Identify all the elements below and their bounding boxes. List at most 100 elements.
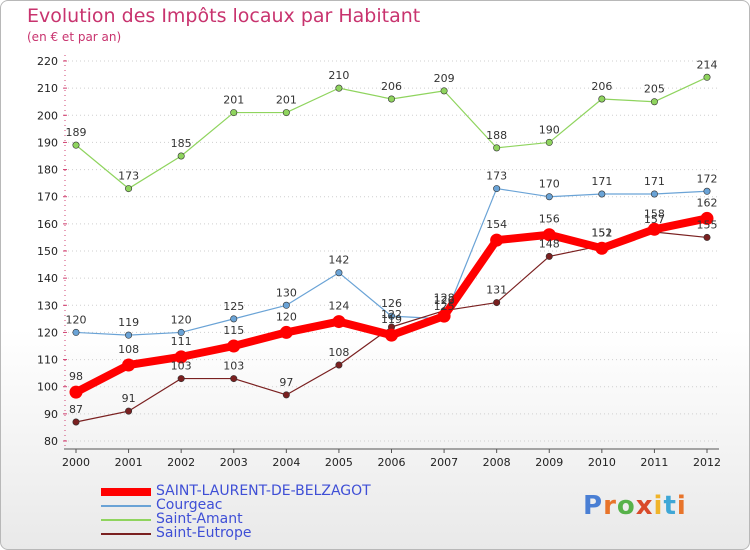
data-point <box>650 98 658 106</box>
data-label: 115 <box>223 324 244 337</box>
data-label: 190 <box>539 123 560 136</box>
data-label: 189 <box>66 126 87 139</box>
data-label: 206 <box>591 80 612 93</box>
data-point <box>703 73 711 81</box>
data-label: 108 <box>118 343 139 356</box>
data-point <box>125 185 133 193</box>
data-point <box>282 391 290 399</box>
data-point <box>125 407 133 415</box>
y-tick-label: 130 <box>37 299 58 312</box>
y-tick-label: 180 <box>37 164 58 177</box>
data-label: 120 <box>171 313 192 326</box>
x-tick-label: 2008 <box>483 456 511 469</box>
data-point <box>493 185 501 193</box>
data-label: 201 <box>223 94 244 107</box>
data-point <box>230 109 238 117</box>
data-label: 120 <box>66 313 87 326</box>
data-point <box>174 350 188 364</box>
data-point <box>650 190 658 198</box>
data-point <box>279 325 293 339</box>
data-label: 151 <box>591 226 612 239</box>
data-point <box>490 233 504 247</box>
data-point <box>335 269 343 277</box>
x-tick-label: 2011 <box>640 456 668 469</box>
series-saint-amant <box>72 73 711 193</box>
grid-lines <box>64 60 719 442</box>
y-tick-label: 210 <box>37 82 58 95</box>
data-label: 131 <box>486 284 507 297</box>
data-label: 201 <box>276 94 297 107</box>
data-point <box>440 87 448 95</box>
data-point <box>69 385 83 399</box>
y-tick-labels: 80 90 100 110 120 130 140 150 160 170 180 190 200 210… <box>37 55 58 448</box>
logo-letter: r <box>603 491 617 521</box>
x-tick-label: 2002 <box>167 456 195 469</box>
data-label: 125 <box>223 300 244 313</box>
chart-title: Evolution des Impôts locaux par Habitant <box>27 5 421 27</box>
data-point <box>177 375 185 383</box>
data-point <box>545 138 553 146</box>
data-point <box>542 228 556 242</box>
data-point <box>177 328 185 336</box>
data-point <box>282 301 290 309</box>
data-label: 111 <box>171 335 192 348</box>
x-tick-label: 2010 <box>588 456 616 469</box>
data-label: 103 <box>223 360 244 373</box>
data-label: 209 <box>434 72 455 85</box>
data-point <box>647 222 661 236</box>
data-point <box>545 193 553 201</box>
data-label: 126 <box>434 294 455 307</box>
data-point <box>72 141 80 149</box>
data-point <box>387 312 395 320</box>
x-tick-labels: 2000 2001 2002 2003 2004 2005 2006 2007 2008 2009… <box>62 456 721 469</box>
series-saint-laurent-de-belzagot <box>69 211 714 399</box>
x-tick-label: 2001 <box>115 456 143 469</box>
x-tick-label: 2000 <box>62 456 90 469</box>
series-courgeac <box>72 185 711 339</box>
data-point <box>122 358 136 372</box>
logo-letter: i <box>653 491 664 521</box>
data-point <box>598 190 606 198</box>
x-tick-label: 2009 <box>535 456 563 469</box>
y-tick-label: 140 <box>37 272 58 285</box>
data-label: 157 <box>644 213 665 226</box>
data-label: 155 <box>697 218 718 231</box>
data-label: 148 <box>539 237 560 250</box>
legend-swatch <box>101 488 151 496</box>
y-tick-label: 190 <box>37 136 58 149</box>
data-point <box>335 84 343 92</box>
data-point <box>493 299 501 307</box>
data-point <box>72 328 80 336</box>
data-label: 103 <box>171 360 192 373</box>
data-label: 120 <box>276 310 297 323</box>
series-line <box>75 76 708 190</box>
data-point <box>545 252 553 260</box>
data-label: 98 <box>69 370 83 383</box>
data-label: 128 <box>434 292 455 305</box>
data-label: 108 <box>328 346 349 359</box>
data-label: 119 <box>118 316 139 329</box>
data-label: 122 <box>381 308 402 321</box>
data-point <box>703 233 711 241</box>
legend-swatch <box>101 519 151 521</box>
data-point <box>700 211 714 225</box>
data-label: 172 <box>697 172 718 185</box>
y-tick-label: 120 <box>37 326 58 339</box>
data-point <box>335 361 343 369</box>
data-point <box>598 95 606 103</box>
logo-letter: x <box>635 491 654 521</box>
y-tick-label: 200 <box>37 109 58 122</box>
data-point <box>230 315 238 323</box>
data-label: 170 <box>539 178 560 191</box>
data-label: 126 <box>381 297 402 310</box>
y-tick-label: 170 <box>37 191 58 204</box>
data-point <box>177 152 185 160</box>
series-lines <box>69 73 714 426</box>
data-label: 119 <box>381 313 402 326</box>
data-label: 162 <box>697 196 718 209</box>
legend-swatch <box>101 533 151 535</box>
data-label: 171 <box>644 175 665 188</box>
data-label: 87 <box>69 403 83 416</box>
